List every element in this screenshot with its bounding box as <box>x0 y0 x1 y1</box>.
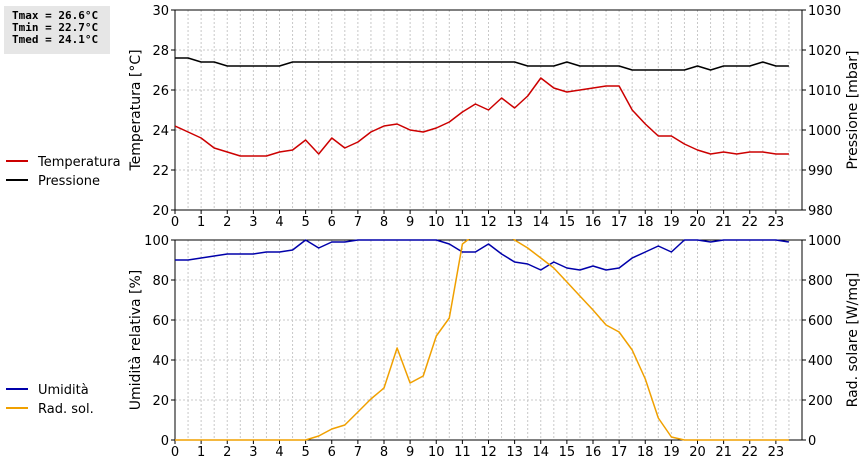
x-tick-label: 18 <box>637 445 654 460</box>
x-tick-label: 14 <box>532 215 549 230</box>
y-right-tick-label: 600 <box>808 314 833 329</box>
series-line-temperatura <box>175 77 789 157</box>
x-tick-label: 17 <box>611 215 628 230</box>
x-tick-label: 14 <box>532 445 549 460</box>
stat-tmed: Tmed = 24.1°C <box>12 33 99 46</box>
legend-label: Umidità <box>38 383 89 398</box>
y-right-tick-label: 1030 <box>808 4 841 19</box>
stat-tmin: Tmin = 22.7°C <box>12 21 99 34</box>
x-tick-label: 5 <box>301 215 309 230</box>
x-tick-label: 8 <box>380 215 388 230</box>
series-line-pressione <box>175 57 789 71</box>
y-right-tick-label: 990 <box>808 164 833 179</box>
x-tick-label: 11 <box>454 215 471 230</box>
x-tick-label: 2 <box>223 445 231 460</box>
x-tick-label: 18 <box>637 215 654 230</box>
y-left-tick-label: 100 <box>144 234 169 249</box>
y-right-tick-label: 800 <box>808 274 833 289</box>
x-tick-label: 19 <box>663 215 680 230</box>
x-tick-label: 5 <box>301 445 309 460</box>
x-tick-label: 15 <box>559 445 576 460</box>
y-left-axis-label: Umidità relativa [%] <box>128 270 144 411</box>
y-left-tick-label: 60 <box>152 314 169 329</box>
y-left-tick-label: 22 <box>152 164 169 179</box>
x-tick-label: 7 <box>354 215 362 230</box>
x-tick-label: 13 <box>506 215 523 230</box>
x-tick-label: 9 <box>406 445 414 460</box>
x-tick-label: 19 <box>663 445 680 460</box>
x-tick-label: 1 <box>197 215 205 230</box>
chart-panel-2: 0 1 2 3 4 5 6 7 8 9 10 11 12 13 14 15 16 17 18 19 20 21 22 2302… <box>6 234 860 460</box>
legend-label: Rad. sol. <box>38 402 94 417</box>
y-right-tick-label: 400 <box>808 354 833 369</box>
x-tick-label: 16 <box>585 215 602 230</box>
y-right-tick-label: 1000 <box>808 234 841 249</box>
y-left-axis-label: Temperatura [°C] <box>128 49 144 171</box>
x-tick-label: 21 <box>715 215 732 230</box>
y-right-tick-label: 980 <box>808 204 833 219</box>
y-left-tick-label: 20 <box>152 394 169 409</box>
y-right-tick-label: 1000 <box>808 124 841 139</box>
y-left-tick-label: 0 <box>161 434 169 449</box>
chart-panel-1: 0 1 2 3 4 5 6 7 8 9 10 11 12 13 14 15 16 17 18 19 20 21 22 2320… <box>6 4 860 230</box>
x-tick-label: 22 <box>741 445 758 460</box>
y-right-tick-label: 1020 <box>808 44 841 59</box>
y-right-tick-label: 0 <box>808 434 816 449</box>
legend-label: Pressione <box>38 174 100 189</box>
x-tick-label: 10 <box>428 445 445 460</box>
y-left-tick-label: 24 <box>152 124 169 139</box>
series-line-rad-sol <box>175 239 789 441</box>
x-tick-label: 22 <box>741 215 758 230</box>
x-tick-label: 3 <box>249 445 257 460</box>
x-tick-label: 1 <box>197 445 205 460</box>
x-tick-label: 3 <box>249 215 257 230</box>
x-tick-label: 10 <box>428 215 445 230</box>
x-tick-label: 6 <box>328 215 336 230</box>
legend-label: Temperatura <box>37 155 121 170</box>
y-left-tick-label: 30 <box>152 4 169 19</box>
y-right-tick-label: 1010 <box>808 84 841 99</box>
x-tick-label: 12 <box>480 445 497 460</box>
y-left-tick-label: 28 <box>152 44 169 59</box>
x-tick-label: 6 <box>328 445 336 460</box>
x-tick-label: 21 <box>715 445 732 460</box>
y-right-axis-label: Pressione [mbar] <box>845 50 860 169</box>
series-line-umidit <box>175 239 790 271</box>
x-tick-label: 4 <box>275 445 283 460</box>
x-tick-label: 7 <box>354 445 362 460</box>
x-tick-label: 15 <box>559 215 576 230</box>
x-tick-label: 9 <box>406 215 414 230</box>
x-tick-label: 4 <box>275 215 283 230</box>
stats-box: Tmax = 26.6°C Tmin = 22.7°C Tmed = 24.1°… <box>4 6 110 54</box>
x-tick-label: 23 <box>768 445 785 460</box>
y-left-tick-label: 80 <box>152 274 169 289</box>
x-tick-label: 16 <box>585 445 602 460</box>
x-tick-label: 8 <box>380 445 388 460</box>
stat-tmax: Tmax = 26.6°C <box>12 9 99 22</box>
x-tick-label: 20 <box>689 215 706 230</box>
y-left-tick-label: 26 <box>152 84 169 99</box>
x-tick-label: 13 <box>506 445 523 460</box>
x-tick-label: 23 <box>768 215 785 230</box>
y-left-tick-label: 40 <box>152 354 169 369</box>
x-tick-label: 20 <box>689 445 706 460</box>
x-tick-label: 11 <box>454 445 471 460</box>
x-tick-label: 2 <box>223 215 231 230</box>
x-tick-label: 0 <box>171 445 179 460</box>
y-left-tick-label: 20 <box>152 204 169 219</box>
y-right-axis-label: Rad. solare [W/mq] <box>845 273 860 408</box>
x-tick-label: 12 <box>480 215 497 230</box>
x-tick-label: 17 <box>611 445 628 460</box>
x-tick-label: 0 <box>171 215 179 230</box>
y-right-tick-label: 200 <box>808 394 833 409</box>
